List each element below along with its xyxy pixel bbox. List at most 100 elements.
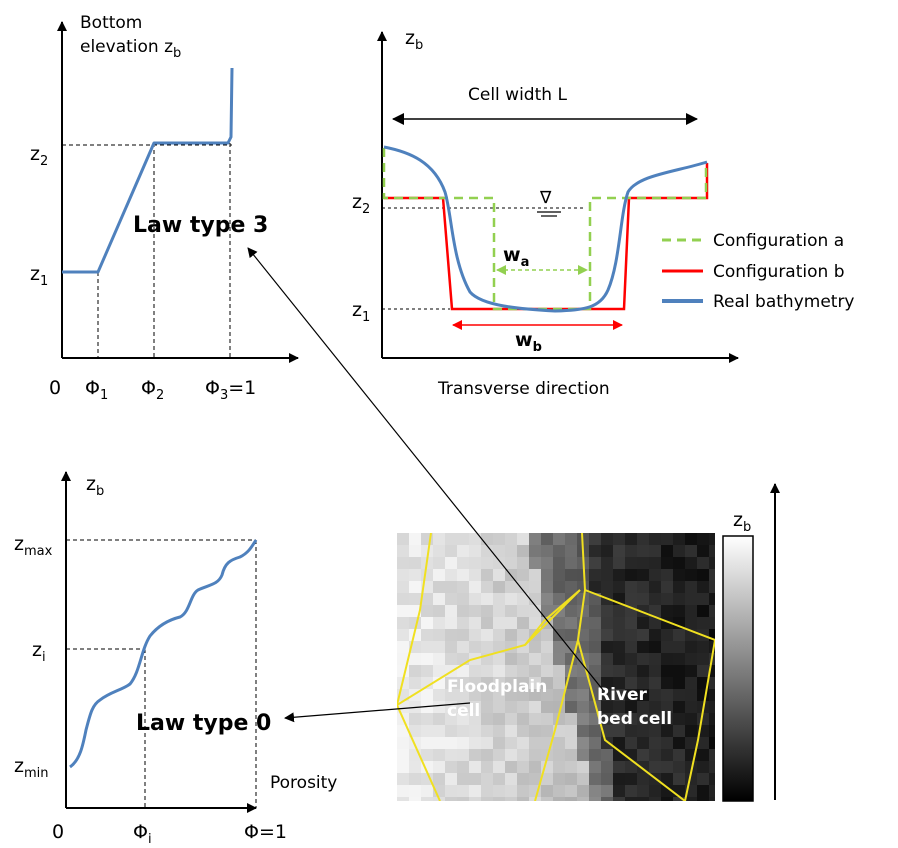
raster-cell <box>697 665 710 678</box>
raster-cell <box>685 701 698 714</box>
raster-cell <box>577 725 590 738</box>
cell-width-label: Cell width L <box>468 85 567 105</box>
raster-cell <box>697 581 710 594</box>
raster-cell <box>685 557 698 570</box>
section-y-label: zb <box>405 27 423 53</box>
raster-cell <box>505 653 518 666</box>
raster-cell <box>469 581 482 594</box>
raster-cell <box>601 797 614 810</box>
raster-cell <box>409 773 422 786</box>
raster-cell <box>577 701 590 714</box>
raster-cell <box>661 545 674 558</box>
raster-cell <box>637 581 650 594</box>
raster-cell <box>637 545 650 558</box>
raster-cell <box>493 785 506 798</box>
raster-cell <box>493 581 506 594</box>
law0-tick-zi: zi <box>32 639 46 665</box>
raster-cell <box>421 797 434 810</box>
raster-cell <box>541 533 554 546</box>
raster-cell <box>565 773 578 786</box>
raster-cell <box>625 785 638 798</box>
raster-cell <box>553 557 566 570</box>
raster-cell <box>529 581 542 594</box>
raster-cell <box>649 581 662 594</box>
raster-cell <box>445 533 458 546</box>
law0-panel: zb zmax zi zmin Law type 0 Porosity 0 Φi… <box>14 472 337 847</box>
raster-cell <box>601 773 614 786</box>
raster-cell <box>517 557 530 570</box>
raster-cell <box>541 701 554 714</box>
raster-cell <box>625 629 638 642</box>
raster-cell <box>697 653 710 666</box>
raster-cell <box>613 533 626 546</box>
raster-cell <box>505 665 518 678</box>
raster-cell <box>409 569 422 582</box>
raster-cell <box>457 773 470 786</box>
raster-cell <box>661 665 674 678</box>
raster-cell <box>697 557 710 570</box>
raster-cell <box>601 653 614 666</box>
raster-cell <box>433 737 446 750</box>
config-b-profile <box>384 163 707 309</box>
raster-cell <box>409 533 422 546</box>
raster-cell <box>673 533 686 546</box>
raster-cell <box>709 737 722 750</box>
raster-cell <box>469 797 482 810</box>
real-bathymetry-profile <box>384 147 707 311</box>
raster-cell <box>469 785 482 798</box>
raster-cell <box>397 617 410 630</box>
raster-cell <box>433 569 446 582</box>
raster-cell <box>685 533 698 546</box>
raster-cell <box>709 581 722 594</box>
raster-cell <box>469 605 482 618</box>
raster-cell <box>613 617 626 630</box>
raster-cell <box>457 737 470 750</box>
raster-cell <box>649 641 662 654</box>
raster-cell <box>529 545 542 558</box>
raster-cell <box>445 605 458 618</box>
raster-cell <box>625 593 638 606</box>
raster-cell <box>589 773 602 786</box>
raster-cell <box>625 641 638 654</box>
raster-cell <box>673 773 686 786</box>
wb-label: wb <box>515 329 542 355</box>
raster-cell <box>481 533 494 546</box>
law0-x-phii: Φi <box>133 821 152 847</box>
raster-cell <box>613 605 626 618</box>
raster-cell <box>409 593 422 606</box>
raster-cell <box>433 761 446 774</box>
raster-cell <box>397 797 410 810</box>
raster-cell <box>421 629 434 642</box>
raster-cell <box>601 629 614 642</box>
raster-cell <box>457 617 470 630</box>
raster-cell <box>709 545 722 558</box>
raster-cell <box>709 617 722 630</box>
raster-cell <box>613 773 626 786</box>
raster-cell <box>553 773 566 786</box>
raster-cell <box>577 737 590 750</box>
raster-cell <box>685 581 698 594</box>
raster-cell <box>457 725 470 738</box>
raster-cell <box>577 785 590 798</box>
raster-cell <box>505 749 518 762</box>
law3-y-title-2: elevation zb <box>80 37 181 61</box>
raster-cell <box>637 665 650 678</box>
raster-cell <box>397 569 410 582</box>
raster-cell <box>613 653 626 666</box>
raster-cell <box>421 617 434 630</box>
raster-cell <box>577 773 590 786</box>
raster-cell <box>553 569 566 582</box>
raster-cell <box>481 773 494 786</box>
raster-cell <box>697 617 710 630</box>
raster-cell <box>457 629 470 642</box>
raster-cell <box>481 629 494 642</box>
raster-cell <box>553 797 566 810</box>
raster-cell <box>649 785 662 798</box>
raster-cell <box>637 653 650 666</box>
raster-cell <box>397 593 410 606</box>
raster-cell <box>517 761 530 774</box>
raster-cell <box>685 617 698 630</box>
raster-cell <box>469 629 482 642</box>
raster-cell <box>625 617 638 630</box>
raster-cell <box>601 665 614 678</box>
